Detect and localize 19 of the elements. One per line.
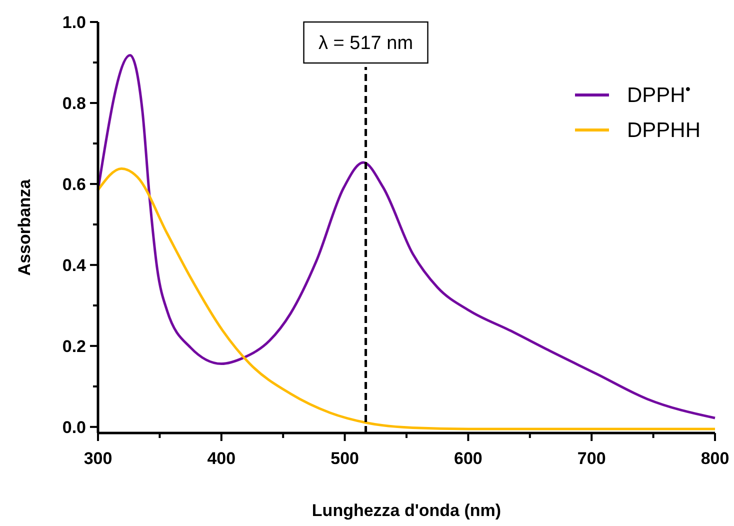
x-tick-label: 500 — [330, 449, 359, 468]
x-tick-label: 700 — [577, 449, 606, 468]
y-tick-label: 1.0 — [62, 13, 86, 32]
ref-line-label: λ = 517 nm — [318, 33, 414, 54]
x-tick-label: 400 — [207, 449, 236, 468]
line-series — [96, 54, 716, 420]
x-tick-label: 600 — [454, 449, 482, 468]
y-axis-title: Assorbanza — [15, 178, 34, 276]
y-tick-label: 0.8 — [62, 94, 86, 113]
y-tick-label: 0.6 — [62, 174, 86, 194]
x-tick-label: 300 — [84, 449, 112, 468]
x-axis-title: Lunghezza d'onda (nm) — [312, 501, 502, 520]
legend-label: DPPH$^{•}$ — [627, 82, 691, 107]
legend-label: DPPHH — [627, 119, 701, 142]
y-tick-label: 0.4 — [62, 256, 87, 275]
line-series — [96, 167, 716, 430]
x-tick-label: 800 — [700, 449, 730, 468]
y-tick-label: 0.0 — [62, 418, 86, 437]
y-tick-label: 0.2 — [62, 336, 86, 356]
